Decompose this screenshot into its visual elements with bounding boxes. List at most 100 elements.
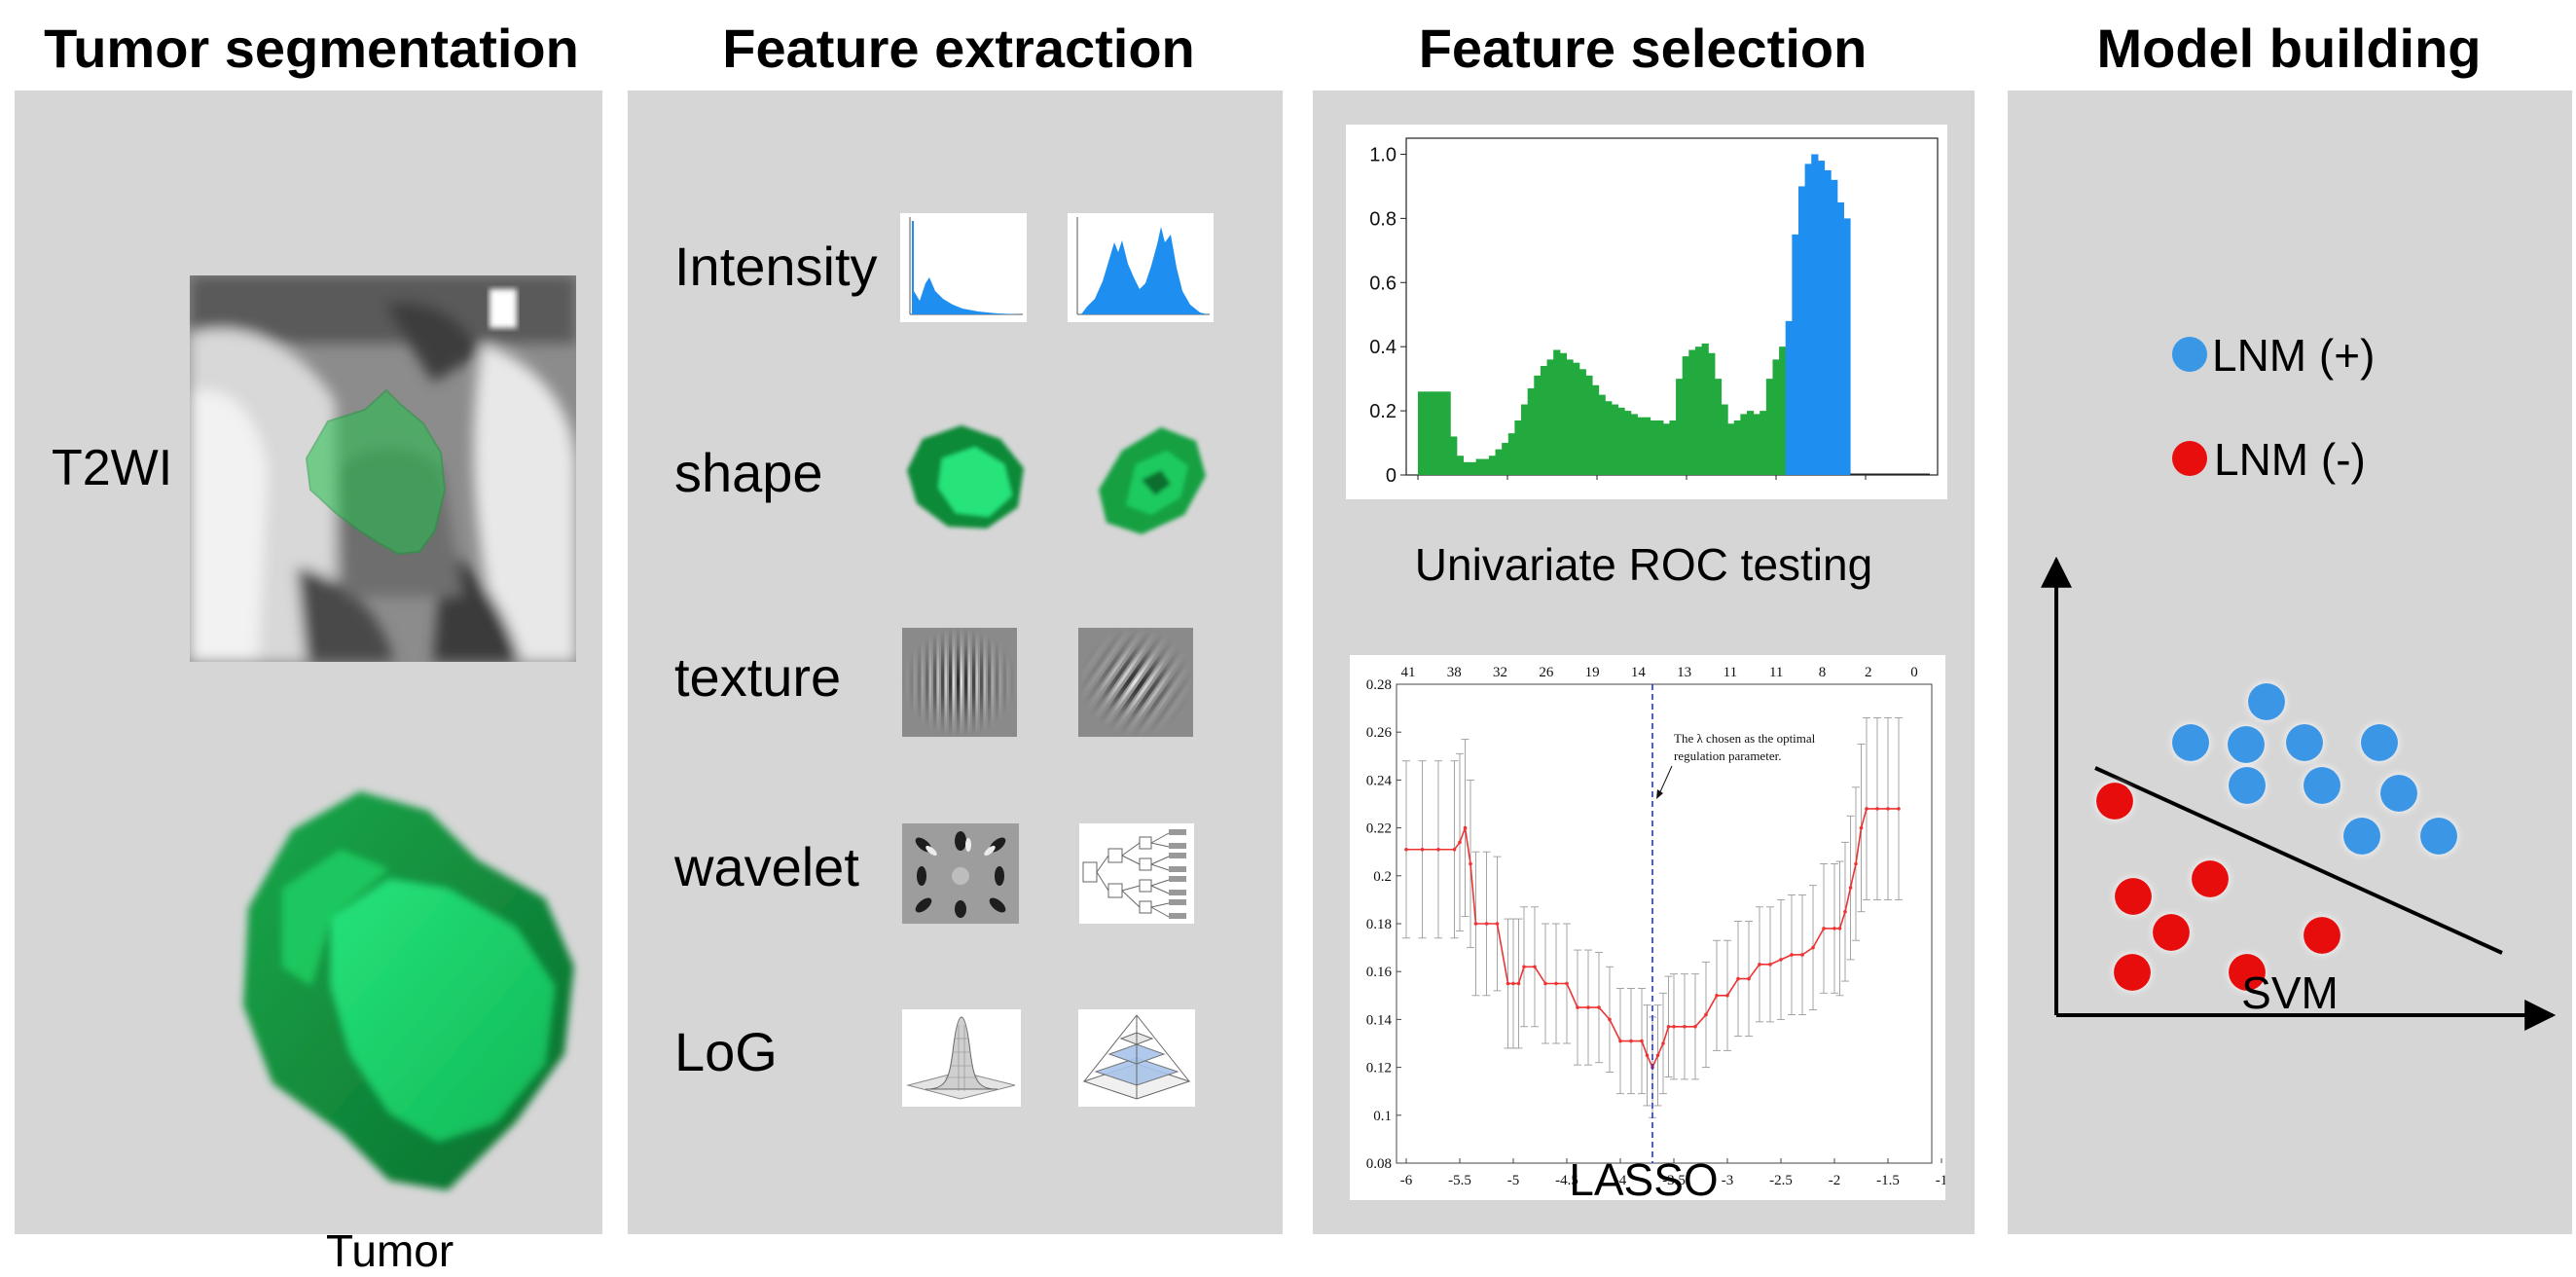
negative-point xyxy=(2304,917,2340,954)
roc-bar xyxy=(1817,161,1826,476)
roc-bar xyxy=(1611,404,1619,475)
roc-bar xyxy=(1779,347,1787,475)
model-title: Model building xyxy=(2096,18,2482,79)
lasso-y-tick-label: 0.08 xyxy=(1366,1156,1392,1172)
roc-bar xyxy=(1708,352,1716,475)
lasso-point xyxy=(1597,1005,1601,1009)
roc-bar xyxy=(1573,362,1580,475)
lasso-point xyxy=(1618,1039,1622,1043)
roc-bar xyxy=(1514,420,1522,475)
negative-point xyxy=(2115,878,2152,915)
lasso-x-tick-label: -5 xyxy=(1507,1173,1520,1188)
lasso-point xyxy=(1886,807,1890,811)
roc-bar xyxy=(1643,417,1651,475)
wavelet-filters xyxy=(902,823,1019,924)
legend-negative-label: LNM (-) xyxy=(2214,434,2366,485)
roc-bar xyxy=(1682,356,1689,475)
lasso-point xyxy=(1693,1024,1697,1029)
lasso-point xyxy=(1747,976,1751,981)
roc-bar xyxy=(1760,411,1767,475)
roc-bar xyxy=(1456,456,1464,475)
lasso-top-tick-label: 19 xyxy=(1585,665,1600,680)
lasso-point xyxy=(1576,1005,1579,1009)
roc-bar xyxy=(1559,352,1568,475)
lasso-point xyxy=(1586,1005,1590,1009)
roc-bar xyxy=(1431,391,1438,475)
lasso-point xyxy=(1837,927,1842,930)
roc-bar xyxy=(1662,423,1671,475)
roc-bar xyxy=(1605,401,1613,475)
lasso-top-tick-label: 26 xyxy=(1539,665,1554,680)
mri-image xyxy=(190,275,576,662)
roc-bar xyxy=(1488,456,1497,475)
texture-gabor-2 xyxy=(1078,628,1193,737)
positive-point xyxy=(2420,818,2457,855)
roc-bar xyxy=(1727,423,1735,475)
roc-y-tick-label: 0.4 xyxy=(1369,337,1397,358)
roc-bar xyxy=(1688,349,1696,475)
svm-label: SVM xyxy=(2241,967,2339,1018)
lasso-point xyxy=(1832,927,1836,930)
roc-bar xyxy=(1637,417,1645,475)
roc-bar xyxy=(1797,186,1806,475)
lasso-caption: LASSO xyxy=(1569,1154,1719,1205)
positive-point xyxy=(2343,818,2380,855)
roc-bar xyxy=(1507,433,1516,475)
roc-bar xyxy=(1443,391,1451,475)
roc-y-tick-label: 0 xyxy=(1386,465,1397,487)
texture-gabor-1 xyxy=(902,628,1017,737)
lasso-x-tick-label: -4 xyxy=(1615,1173,1627,1188)
lasso-top-tick-label: 32 xyxy=(1493,665,1507,680)
lasso-point xyxy=(1865,807,1869,811)
svm-scatter-diagram xyxy=(2008,538,2572,1044)
lasso-x-tick-label: -2 xyxy=(1829,1173,1841,1188)
extraction-title: Feature extraction xyxy=(722,18,1195,79)
lasso-top-tick-label: 11 xyxy=(1769,665,1783,680)
roc-bar xyxy=(1740,414,1748,475)
lasso-point xyxy=(1768,963,1772,967)
lasso-annotation-arrowhead xyxy=(1656,789,1663,799)
roc-bar xyxy=(1772,359,1780,475)
shape-render-2 xyxy=(1093,421,1210,538)
roc-bar xyxy=(1540,365,1548,475)
lasso-x-tick-label: -2.5 xyxy=(1769,1173,1793,1188)
lasso-point xyxy=(1683,1024,1687,1029)
lasso-y-tick-label: 0.12 xyxy=(1366,1061,1392,1076)
lasso-y-tick-label: 0.14 xyxy=(1366,1012,1393,1028)
roc-bar xyxy=(1450,436,1458,475)
intensity-histogram-1 xyxy=(900,213,1027,322)
roc-bar xyxy=(1804,164,1812,475)
roc-bar xyxy=(1578,369,1586,475)
roc-bar xyxy=(1585,375,1593,475)
lasso-point xyxy=(1608,1017,1612,1022)
negative-point xyxy=(2229,954,2266,991)
feature-texture-label: texture xyxy=(674,646,842,708)
lasso-point xyxy=(1645,1053,1650,1058)
lasso-point xyxy=(1404,847,1408,852)
roc-bar xyxy=(1714,379,1723,475)
roc-bar xyxy=(1495,449,1503,475)
roc-bar xyxy=(1753,414,1760,475)
lasso-point xyxy=(1848,886,1853,890)
tumor-label: Tumor xyxy=(326,1225,454,1276)
lasso-top-tick-label: 2 xyxy=(1865,665,1872,680)
lasso-x-tick-label: -5.5 xyxy=(1448,1173,1471,1188)
lasso-point xyxy=(1704,1012,1708,1017)
negative-point xyxy=(2114,954,2151,991)
lasso-svg: 0.08 0.1 0.12 0.14 0.16 0.18 0.2 0.22 0.24 0.26 0.… xyxy=(1366,665,1945,1188)
extraction-panel: Intensity shape texture wavelet LoG xyxy=(628,91,1283,1234)
feature-wavelet-label: wavelet xyxy=(674,836,859,897)
feature-intensity-label: Intensity xyxy=(674,236,878,297)
roc-y-tick-label: 0.8 xyxy=(1369,208,1397,230)
lasso-x-tick-label: -6 xyxy=(1400,1173,1413,1188)
segmentation-title: Tumor segmentation xyxy=(44,18,579,79)
lasso-point xyxy=(1554,981,1558,986)
roc-bar xyxy=(1701,343,1709,475)
lasso-point xyxy=(1822,927,1826,930)
lasso-point xyxy=(1473,922,1478,926)
mri-label: T2WI xyxy=(52,440,173,496)
lasso-x-tick-label: -1.5 xyxy=(1876,1173,1900,1188)
lasso-point xyxy=(1655,1053,1660,1058)
roc-bar xyxy=(1469,461,1477,475)
roc-bar xyxy=(1527,388,1535,475)
